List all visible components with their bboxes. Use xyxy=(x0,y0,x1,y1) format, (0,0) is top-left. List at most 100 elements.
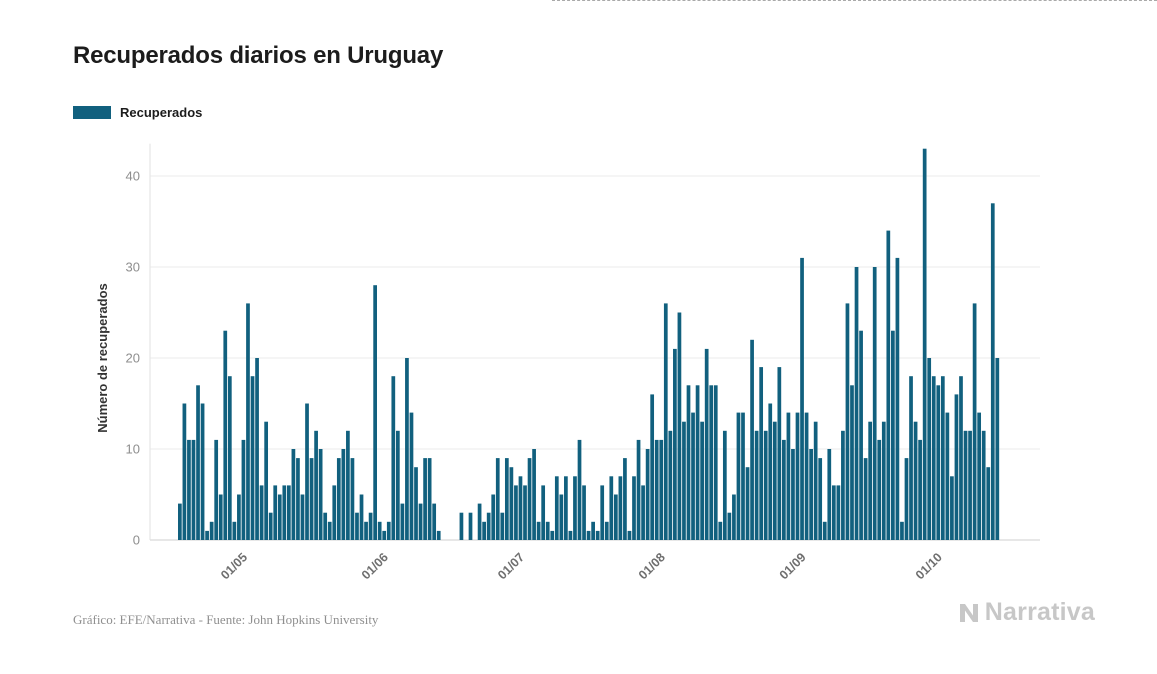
bar xyxy=(514,485,518,540)
bar xyxy=(940,376,945,540)
bar xyxy=(382,530,387,540)
bar xyxy=(309,458,314,540)
bar xyxy=(305,403,309,540)
bar xyxy=(573,476,577,540)
bar xyxy=(927,358,932,540)
bar xyxy=(850,385,854,540)
bar xyxy=(495,458,500,540)
x-tick-label: 01/10 xyxy=(913,550,945,582)
bar xyxy=(754,430,759,540)
bar xyxy=(427,458,432,540)
bar xyxy=(500,512,505,540)
bar xyxy=(414,467,418,540)
bar xyxy=(600,485,605,540)
x-tick-label: 01/07 xyxy=(495,550,527,582)
bar xyxy=(504,458,509,540)
bar xyxy=(863,458,868,540)
bar xyxy=(314,430,318,540)
x-tick-label: 01/09 xyxy=(777,550,809,582)
bar xyxy=(341,449,346,540)
bar xyxy=(255,358,259,540)
bar xyxy=(350,458,355,540)
bar xyxy=(196,385,200,540)
bar xyxy=(686,385,691,540)
bar xyxy=(232,521,237,540)
bar xyxy=(591,521,595,540)
bar xyxy=(618,476,623,540)
bar xyxy=(950,476,954,540)
bar xyxy=(405,358,409,540)
bar xyxy=(214,439,219,540)
bar xyxy=(741,412,745,540)
bar xyxy=(223,330,228,540)
bar xyxy=(700,421,704,540)
y-tick-label: 30 xyxy=(126,260,140,275)
bar xyxy=(768,403,773,540)
bar xyxy=(813,421,818,540)
bar xyxy=(395,430,400,540)
bar xyxy=(178,503,182,540)
chart-credit: Gráfico: EFE/Narrativa - Fuente: John Ho… xyxy=(73,612,379,627)
bar xyxy=(282,485,287,540)
bar xyxy=(623,458,627,540)
bar xyxy=(250,376,255,540)
bar xyxy=(795,412,800,540)
bar xyxy=(391,376,396,540)
bar xyxy=(432,503,437,540)
bar xyxy=(400,503,405,540)
bar xyxy=(841,430,845,540)
bar xyxy=(482,521,486,540)
bar xyxy=(981,430,986,540)
bar xyxy=(777,367,782,540)
bar xyxy=(673,348,677,540)
narrativa-n-icon xyxy=(959,603,978,622)
bar xyxy=(318,449,323,540)
bar xyxy=(722,430,727,540)
bar xyxy=(327,521,332,540)
bar xyxy=(913,421,918,540)
bar xyxy=(736,412,741,540)
bar xyxy=(336,458,341,540)
bar xyxy=(564,476,568,540)
bar xyxy=(727,512,732,540)
bar xyxy=(786,412,791,540)
bar xyxy=(959,376,963,540)
bar xyxy=(750,339,754,540)
bar xyxy=(545,521,550,540)
bar xyxy=(800,257,804,540)
legend-swatch xyxy=(73,106,111,119)
bar xyxy=(886,230,891,540)
bar xyxy=(409,412,414,540)
bar xyxy=(568,530,573,540)
bar xyxy=(986,467,991,540)
x-tick-label: 01/06 xyxy=(359,550,391,582)
bar xyxy=(818,458,823,540)
bar xyxy=(782,439,786,540)
bar xyxy=(205,530,209,540)
bar xyxy=(636,439,641,540)
bar xyxy=(323,512,328,540)
legend: Recuperados xyxy=(73,105,202,120)
bar xyxy=(286,485,291,540)
bar xyxy=(559,494,564,540)
bar xyxy=(627,530,632,540)
bar xyxy=(259,485,264,540)
bar xyxy=(732,494,736,540)
bar xyxy=(718,521,723,540)
bar xyxy=(909,376,913,540)
bar xyxy=(332,485,337,540)
legend-label: Recuperados xyxy=(120,105,203,120)
bar xyxy=(364,521,368,540)
bar xyxy=(241,439,246,540)
bar xyxy=(532,449,536,540)
bar xyxy=(968,430,972,540)
bar xyxy=(891,330,895,540)
bar xyxy=(859,330,863,540)
bar xyxy=(868,421,873,540)
bar xyxy=(436,530,441,540)
chart-title: Recuperados diarios en Uruguay xyxy=(73,42,444,69)
bar xyxy=(373,285,377,540)
bar xyxy=(577,439,582,540)
x-tick-label: 01/08 xyxy=(636,550,668,582)
